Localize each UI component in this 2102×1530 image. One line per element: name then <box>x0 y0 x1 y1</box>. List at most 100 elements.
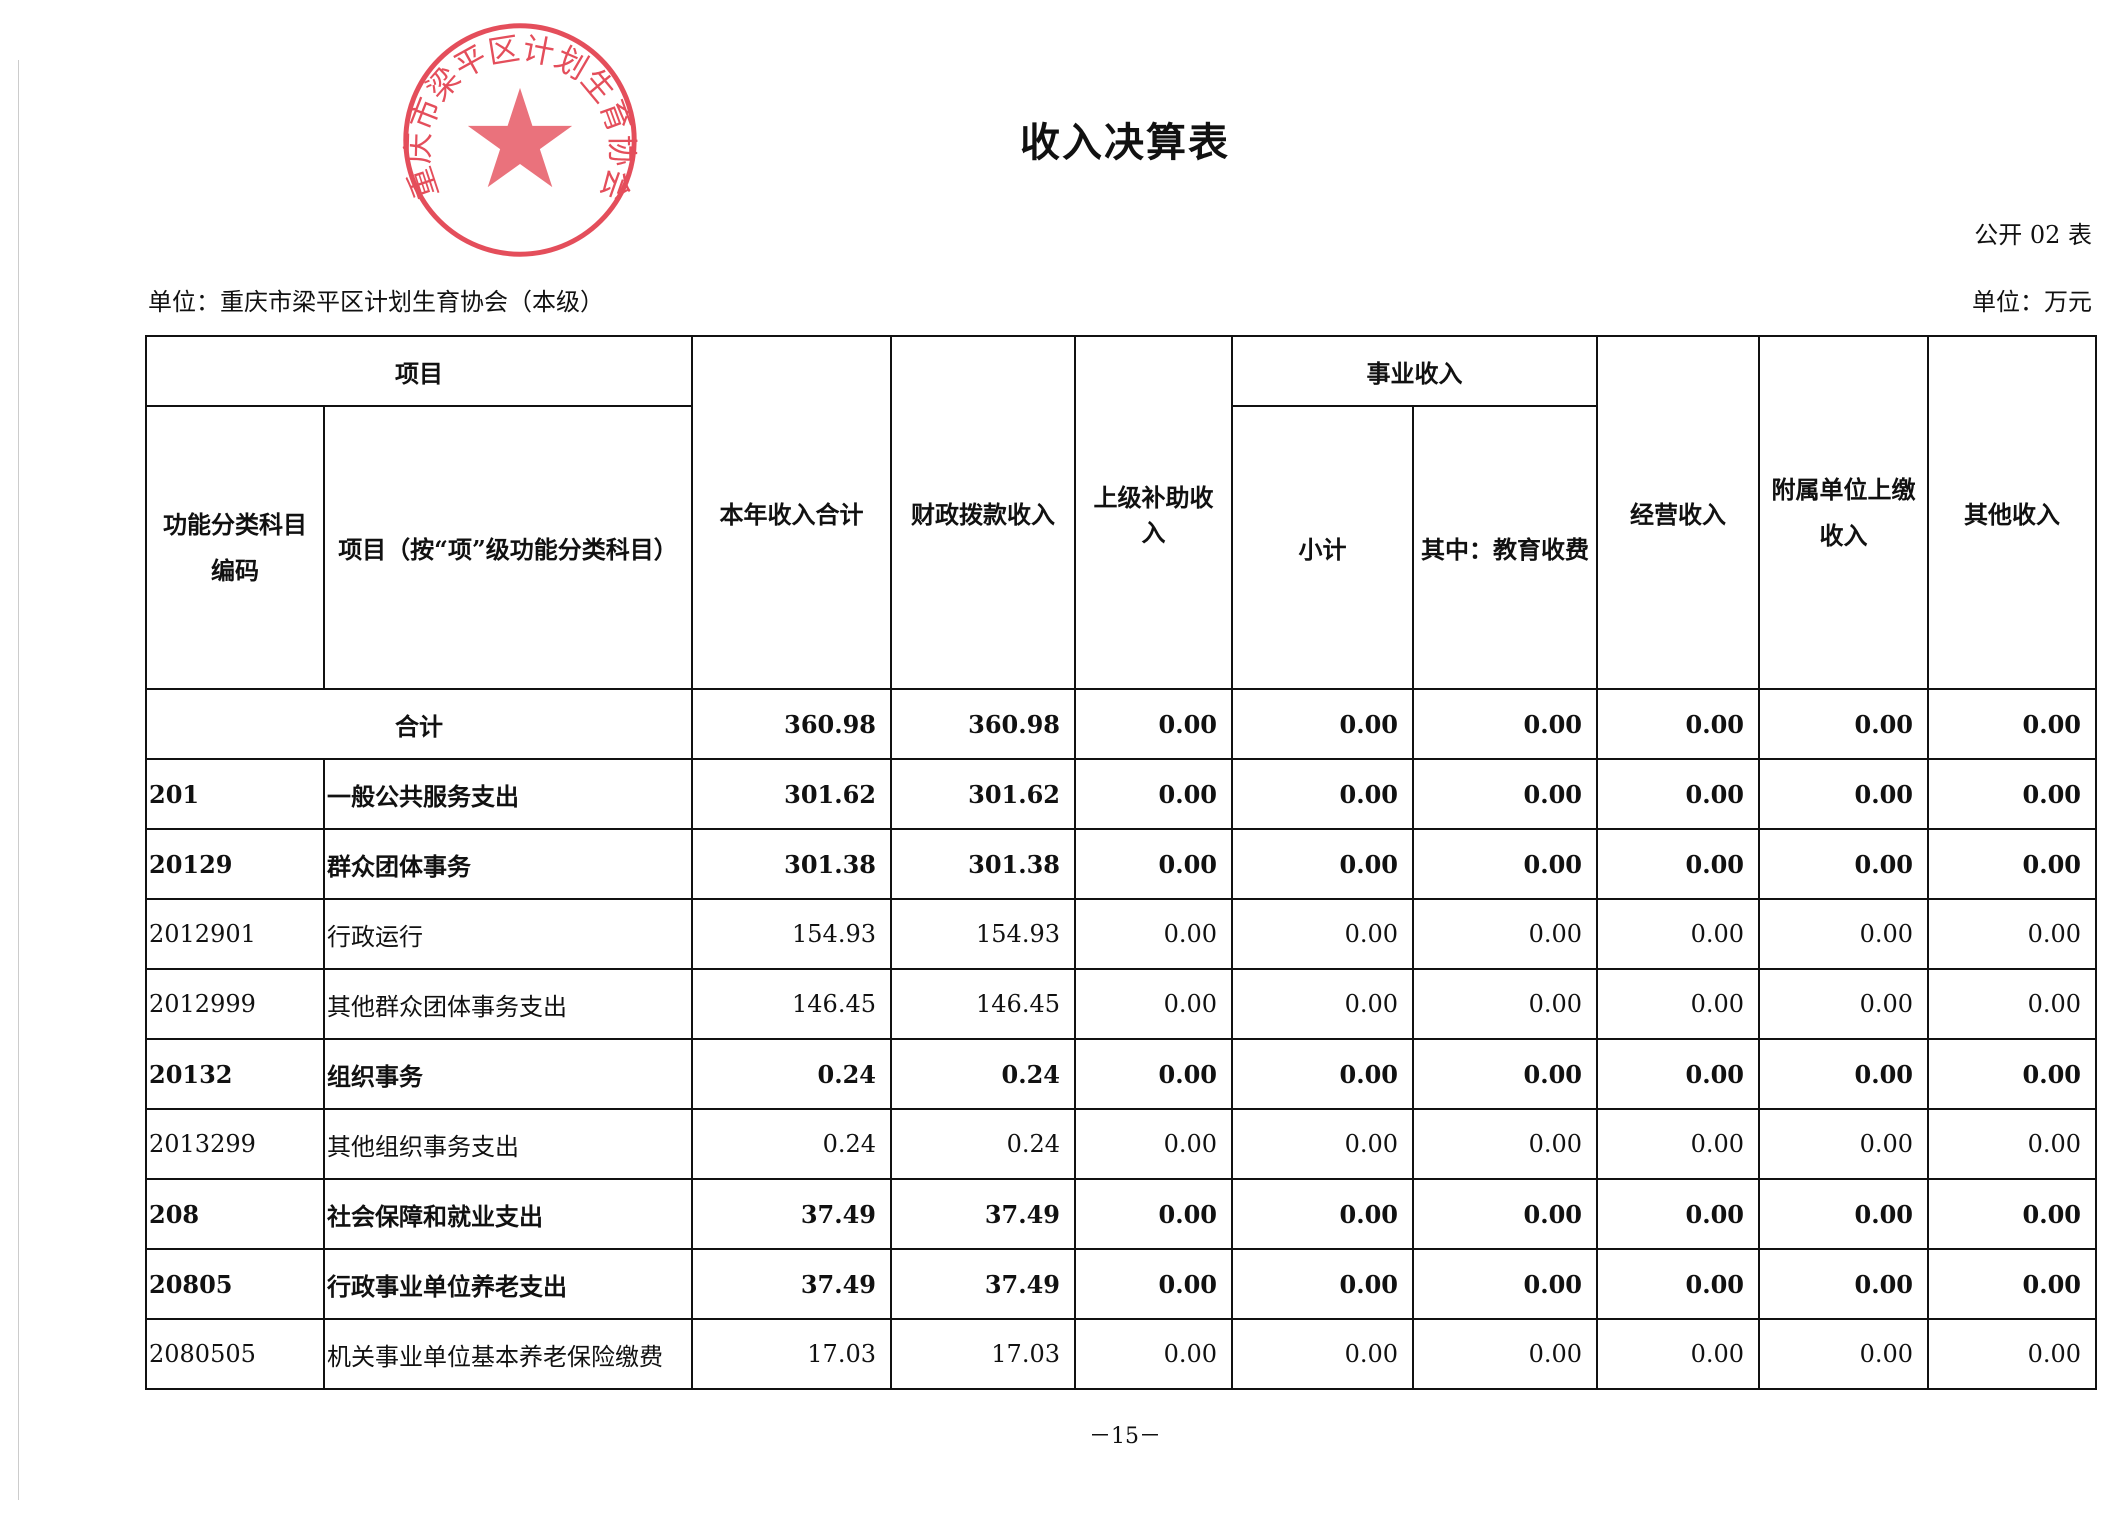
cell: 0.00 <box>1927 758 2097 830</box>
cell: 0.00 <box>1074 1038 1233 1110</box>
cell: 301.38 <box>691 828 892 900</box>
cell: 0.00 <box>1412 1318 1598 1390</box>
header-item: 项目（按“项”级功能分类科目） <box>323 405 693 690</box>
cell: 0.00 <box>1927 1178 2097 1250</box>
cell-name: 组织事务 <box>323 1038 693 1110</box>
cell: 0.00 <box>1596 688 1760 760</box>
cell: 0.00 <box>1596 1248 1760 1320</box>
cell: 301.62 <box>890 758 1076 830</box>
cell: 0.00 <box>1412 828 1598 900</box>
cell: 0.00 <box>1074 1108 1233 1180</box>
cell-code: 201 <box>145 758 325 830</box>
cell: 0.24 <box>691 1038 892 1110</box>
cell: 0.00 <box>1074 828 1233 900</box>
table-row: 2080505 机关事业单位基本养老保险缴费 17.03 17.03 0.00 0.00 0… <box>145 1318 2097 1390</box>
cell: 0.00 <box>1074 898 1233 970</box>
cell: 0.00 <box>1596 968 1760 1040</box>
cell-name: 一般公共服务支出 <box>323 758 693 830</box>
cell: 0.00 <box>1412 1178 1598 1250</box>
cell: 0.00 <box>1074 1248 1233 1320</box>
cell-code: 20805 <box>145 1248 325 1320</box>
cell: 0.00 <box>1596 898 1760 970</box>
cell-name: 行政事业单位养老支出 <box>323 1248 693 1320</box>
cell: 146.45 <box>691 968 892 1040</box>
cell: 0.00 <box>1231 968 1414 1040</box>
cell-code: 2080505 <box>145 1318 325 1390</box>
cell: 154.93 <box>691 898 892 970</box>
header-other: 其他收入 <box>1927 335 2097 690</box>
cell: 0.00 <box>1927 828 2097 900</box>
cell-name: 群众团体事务 <box>323 828 693 900</box>
cell: 360.98 <box>691 688 892 760</box>
header-fiscal: 财政拨款收入 <box>890 335 1076 690</box>
cell-code: 2012999 <box>145 968 325 1040</box>
cell: 0.00 <box>1231 828 1414 900</box>
header-project: 项目 <box>145 335 693 407</box>
cell: 0.00 <box>1231 1178 1414 1250</box>
cell: 0.00 <box>1412 968 1598 1040</box>
cell-name: 行政运行 <box>323 898 693 970</box>
cell: 0.00 <box>1231 688 1414 760</box>
table-row: 20129 群众团体事务 301.38 301.38 0.00 0.00 0.00 0.00 0… <box>145 828 2097 900</box>
cell: 0.00 <box>1231 1108 1414 1180</box>
table-row: 2013299 其他组织事务支出 0.24 0.24 0.00 0.00 0.00 0.00 0… <box>145 1108 2097 1180</box>
cell: 301.62 <box>691 758 892 830</box>
page-number: －15－ <box>1089 1424 1161 1449</box>
header-code: 功能分类科目编码 <box>145 405 325 690</box>
cell: 0.00 <box>1074 968 1233 1040</box>
cell: 0.00 <box>1074 758 1233 830</box>
cell: 0.00 <box>1758 758 1929 830</box>
cell: 0.00 <box>1412 1248 1598 1320</box>
header-superior: 上级补助收入 <box>1074 335 1233 690</box>
cell: 0.00 <box>1412 1038 1598 1110</box>
cell: 0.00 <box>1927 1038 2097 1110</box>
cell: 0.00 <box>1758 828 1929 900</box>
cell: 37.49 <box>890 1248 1076 1320</box>
header-business: 事业收入 <box>1231 335 1598 407</box>
header-affiliated: 附属单位上缴收入 <box>1758 335 1929 690</box>
header-operating: 经营收入 <box>1596 335 1760 690</box>
cell: 0.00 <box>1758 968 1929 1040</box>
cell: 0.00 <box>1927 688 2097 760</box>
header-subtotal: 小计 <box>1231 405 1414 690</box>
cell: 0.00 <box>1231 1248 1414 1320</box>
cell: 0.24 <box>890 1038 1076 1110</box>
cell: 0.00 <box>1412 758 1598 830</box>
cell: 0.00 <box>1074 1318 1233 1390</box>
cell-code: 208 <box>145 1178 325 1250</box>
cell: 0.00 <box>1074 1178 1233 1250</box>
cell: 37.49 <box>691 1248 892 1320</box>
cell: 0.00 <box>1231 1318 1414 1390</box>
unit-label: 单位：重庆市梁平区计划生育协会（本级） <box>148 288 604 316</box>
cell: 0.00 <box>1596 828 1760 900</box>
cell: 0.00 <box>1596 1178 1760 1250</box>
cell: 0.00 <box>1758 1178 1929 1250</box>
cell: 0.24 <box>890 1108 1076 1180</box>
cell-name: 机关事业单位基本养老保险缴费 <box>323 1318 693 1390</box>
form-number: 公开 02 表 <box>1974 221 2092 249</box>
currency-unit: 单位：万元 <box>1972 288 2092 316</box>
cell: 0.00 <box>1231 898 1414 970</box>
table-row: 2012901 行政运行 154.93 154.93 0.00 0.00 0.00 0.00 0… <box>145 898 2097 970</box>
cell: 0.00 <box>1758 1108 1929 1180</box>
cell: 17.03 <box>890 1318 1076 1390</box>
cell: 154.93 <box>890 898 1076 970</box>
cell: 0.00 <box>1596 1318 1760 1390</box>
header-total: 本年收入合计 <box>691 335 892 690</box>
cell: 146.45 <box>890 968 1076 1040</box>
scan-edge <box>18 60 19 1500</box>
page-title: 收入决算表 <box>1020 119 1230 166</box>
cell: 0.00 <box>1074 688 1233 760</box>
cell-code: 2012901 <box>145 898 325 970</box>
cell: 0.00 <box>1758 688 1929 760</box>
cell: 0.00 <box>1596 1038 1760 1110</box>
cell: 0.00 <box>1758 898 1929 970</box>
cell: 360.98 <box>890 688 1076 760</box>
cell: 0.00 <box>1596 1108 1760 1180</box>
cell: 0.00 <box>1927 968 2097 1040</box>
cell-code: 20129 <box>145 828 325 900</box>
total-label: 合计 <box>145 688 693 760</box>
header-edu-fee: 其中：教育收费 <box>1412 405 1598 690</box>
total-row: 合计 360.98 360.98 0.00 0.00 0.00 0.00 0.0… <box>145 688 2097 760</box>
table-row: 201 一般公共服务支出 301.62 301.62 0.00 0.00 0.00 0.00 0… <box>145 758 2097 830</box>
